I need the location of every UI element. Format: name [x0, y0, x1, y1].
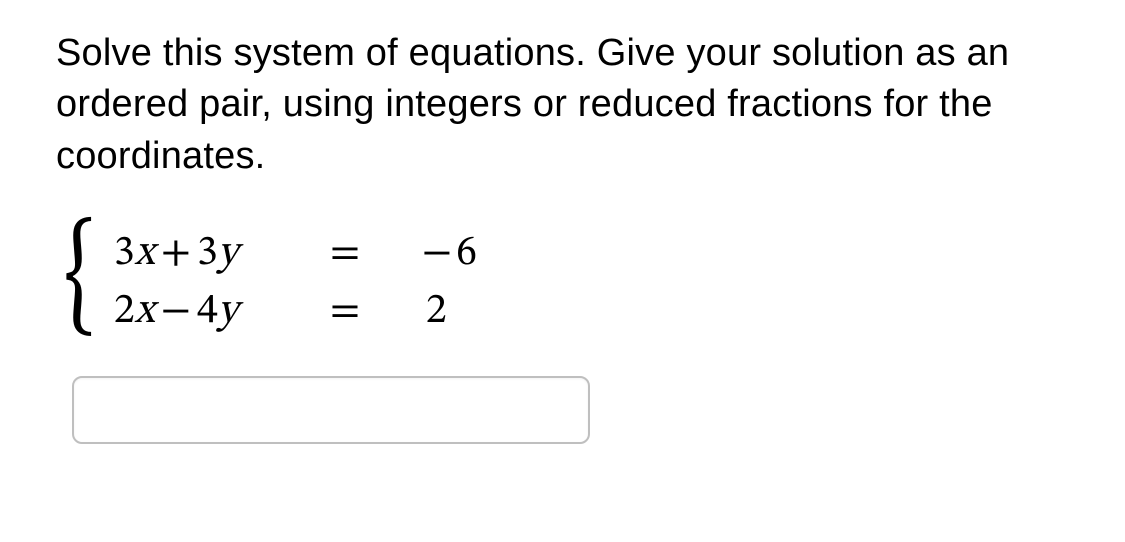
coeff: 4: [197, 290, 218, 332]
var: x: [135, 232, 155, 274]
coeff: 2: [114, 290, 135, 332]
coeff: 3: [114, 232, 135, 274]
question-prompt: Solve this system of equations. Give you…: [56, 28, 1069, 182]
var: y: [218, 232, 238, 274]
equation-column: 3x+3y = −6 2x−4y = 2: [114, 232, 514, 332]
var: x: [135, 290, 155, 332]
equation-rhs: −6: [404, 232, 514, 274]
equation-system: { 3x+3y = −6 2x−4y = 2: [64, 218, 1069, 346]
op: +: [155, 232, 197, 274]
coeff: 3: [197, 232, 218, 274]
equals-sign: =: [324, 232, 404, 274]
equation-rhs: 2: [404, 290, 514, 332]
equation-row: 2x−4y = 2: [114, 290, 514, 332]
op: −: [155, 290, 197, 332]
answer-box: [72, 376, 1069, 444]
sign: −: [422, 232, 456, 274]
left-brace: {: [64, 214, 95, 342]
equals-sign: =: [324, 290, 404, 332]
equation-lhs: 2x−4y: [114, 290, 324, 332]
value: 2: [426, 290, 447, 332]
answer-input[interactable]: [72, 376, 590, 444]
equation-row: 3x+3y = −6: [114, 232, 514, 274]
value: 6: [456, 232, 477, 274]
var: y: [218, 290, 238, 332]
equation-lhs: 3x+3y: [114, 232, 324, 274]
